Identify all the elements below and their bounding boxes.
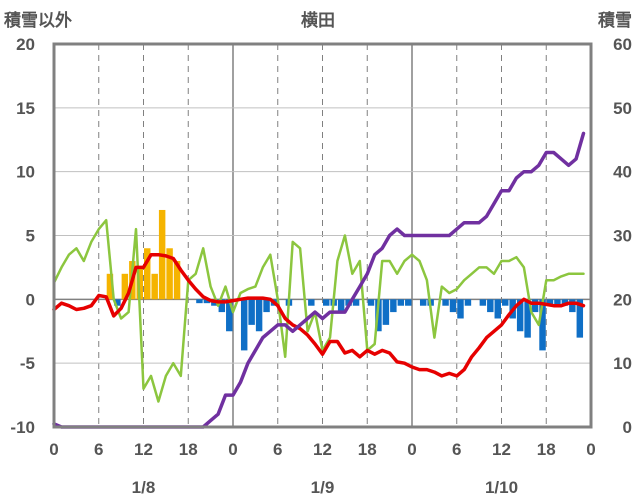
bar (114, 299, 121, 306)
x-tick-label: 0 (407, 440, 416, 459)
temperature-line (52, 252, 586, 378)
right-tick-label: 20 (613, 290, 632, 309)
x-tick-label: 0 (228, 440, 237, 459)
left-axis-label: 積雪以外 (4, 10, 72, 31)
left-tick-label: 5 (26, 227, 35, 246)
bar (569, 299, 576, 313)
left-tick-label: 10 (16, 163, 35, 182)
x-tick-label: 0 (586, 440, 595, 459)
bar (166, 248, 173, 300)
x-tick-label: 12 (313, 440, 332, 459)
x-tick-label: 12 (134, 440, 153, 459)
right-tick-label: 30 (613, 227, 632, 246)
right-tick-label: 10 (613, 354, 632, 373)
x-tick-label: 18 (179, 440, 198, 459)
x-tick-label: 6 (273, 440, 282, 459)
bar (487, 299, 494, 313)
x-tick-label: 18 (537, 440, 556, 459)
right-tick-label: 0 (623, 418, 632, 437)
bar (196, 299, 203, 304)
bar (382, 299, 390, 325)
bar (323, 299, 330, 306)
bar (308, 299, 315, 306)
bar (121, 273, 129, 300)
chart-title: 横田 (301, 10, 335, 31)
left-tick-label: 15 (16, 99, 35, 118)
bar (576, 299, 584, 338)
left-tick-label: -10 (10, 418, 35, 437)
bar (397, 299, 405, 306)
bar (337, 299, 345, 313)
bar (516, 299, 524, 332)
bar (539, 299, 546, 351)
green-line (52, 218, 585, 403)
plot-frame (52, 42, 593, 429)
bar (255, 299, 263, 332)
bar (390, 299, 397, 313)
bar (464, 299, 472, 306)
bar (352, 299, 360, 306)
bar (248, 299, 255, 325)
x-tick-label: 0 (49, 440, 58, 459)
x-tick-label: 6 (94, 440, 103, 459)
bar (442, 299, 449, 306)
bar (554, 299, 561, 306)
bar (531, 299, 539, 313)
bar (405, 299, 412, 306)
right-tick-label: 60 (613, 35, 632, 54)
bar (218, 299, 226, 313)
bar (106, 273, 114, 300)
left-tick-label: 20 (16, 35, 35, 54)
bar-series (106, 209, 584, 351)
date-label: 1/10 (485, 478, 518, 497)
left-tick-label: 0 (26, 290, 35, 309)
date-label: 1/9 (311, 478, 335, 497)
bar (449, 299, 457, 313)
bar (173, 261, 181, 300)
right-tick-label: 50 (613, 99, 632, 118)
line-series (52, 131, 586, 429)
x-tick-label: 18 (358, 440, 377, 459)
bar (419, 299, 427, 306)
date-label: 1/8 (132, 478, 156, 497)
bar (457, 299, 464, 319)
left-tick-label: -5 (20, 354, 35, 373)
bar (226, 299, 233, 332)
bar (479, 299, 487, 306)
right-tick-label: 40 (613, 163, 632, 182)
bar (561, 299, 569, 306)
bar (144, 248, 151, 300)
bar (151, 273, 158, 300)
bar (203, 299, 211, 304)
x-tick-label: 12 (492, 440, 511, 459)
bar (524, 299, 531, 338)
bar (546, 299, 554, 306)
x-tick-label: 6 (452, 440, 461, 459)
bar (502, 299, 509, 306)
right-axis-label: 積雪 (598, 10, 632, 31)
bar (240, 299, 248, 351)
bar (263, 299, 270, 313)
bar (494, 299, 501, 319)
bar (367, 299, 375, 306)
